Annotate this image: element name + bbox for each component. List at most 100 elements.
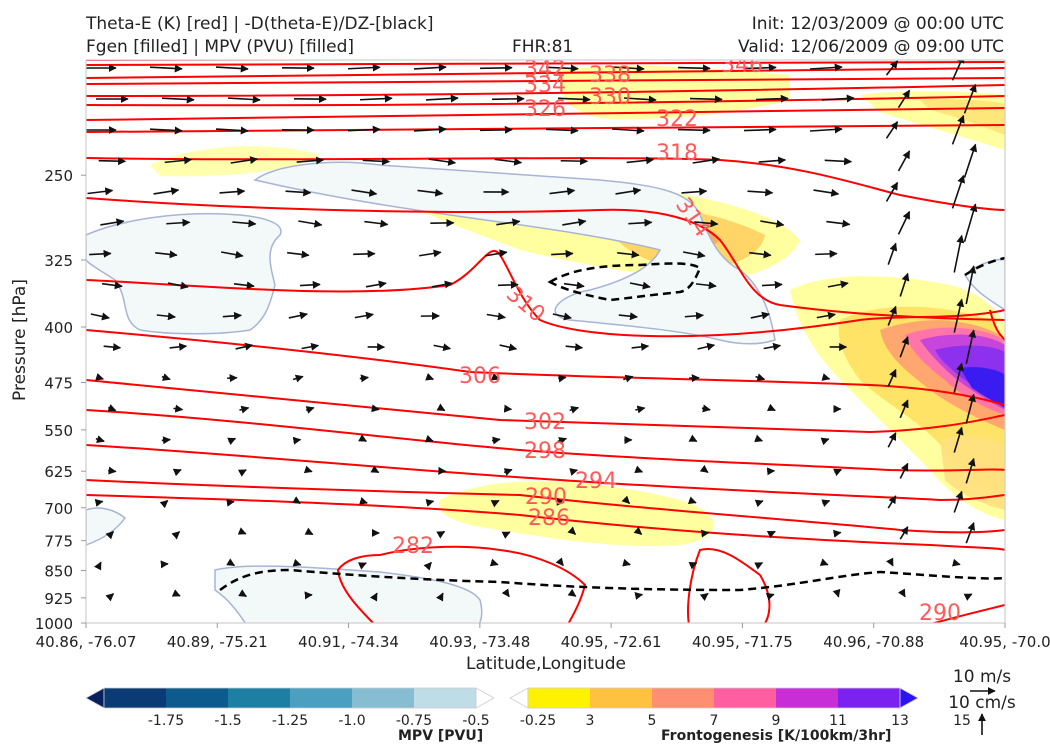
wind-arrow	[963, 83, 977, 114]
wind-arrow	[103, 343, 122, 352]
wind-arrow	[749, 250, 772, 259]
wind-arrow	[688, 562, 698, 570]
wind-arrow	[629, 281, 651, 290]
colorbar-tick-label: -0.5	[462, 713, 489, 729]
y-tick-label: 850	[44, 563, 73, 581]
colorbar-tick-label: 11	[829, 713, 847, 729]
colorbar-segment	[528, 688, 591, 708]
wind-arrow	[555, 557, 564, 567]
wind-arrow	[683, 250, 706, 259]
wind-arrow	[501, 588, 510, 598]
wind-arrow	[557, 95, 591, 104]
theta-e-label: 290	[919, 601, 961, 626]
wind-arrow	[557, 437, 568, 445]
mpv-region-upper	[253, 161, 776, 345]
wind-arrow	[292, 374, 304, 383]
theta-e-298	[86, 409, 1005, 472]
theta-e-label: 322	[656, 107, 698, 132]
colorbar-tick-label: 3	[586, 713, 595, 729]
wind-arrow	[755, 373, 766, 382]
fgen-colorbar: 3 5 7 9 11 13 15	[509, 687, 971, 729]
wind-arrow	[479, 63, 513, 72]
wind-arrow	[215, 64, 249, 73]
wind-arrow	[166, 218, 191, 227]
wind-arrow	[743, 125, 777, 134]
wind-arrow	[161, 436, 171, 445]
theta-e-318	[86, 157, 1005, 211]
wind-arrow	[815, 249, 838, 258]
wind-arrow	[222, 311, 242, 320]
wind-arrow	[503, 404, 513, 413]
wind-arrow	[551, 249, 574, 258]
wind-arrow	[963, 593, 973, 601]
wind-reference: 10 m/s 10 cm/s	[948, 667, 1016, 735]
wind-arrow	[545, 126, 579, 135]
wind-arrow	[501, 531, 511, 539]
wind-arrow	[887, 495, 897, 509]
wind-arrow	[347, 63, 381, 72]
wind-arrow	[359, 94, 393, 103]
wind-arrow	[227, 437, 237, 446]
wind-arrow	[965, 393, 976, 424]
fgen-lower-band	[438, 481, 714, 546]
wind-arrow	[227, 95, 261, 104]
wind-arrow	[425, 94, 459, 103]
theta-e-label: 338	[589, 63, 631, 88]
forecast-hour: FHR:81	[512, 37, 574, 57]
wind-arrow	[965, 522, 976, 544]
wind-arrow	[819, 558, 829, 566]
wind-arrow	[820, 437, 830, 446]
wind-arrow	[169, 342, 188, 351]
theta-e-label: 330	[589, 85, 631, 110]
theta-e-290-low	[930, 604, 1005, 623]
wind-arrow	[677, 64, 711, 73]
title-line-1: Theta-E (K) [red] | -D(theta-E)/DZ-[blac…	[86, 14, 434, 34]
wind-arrow	[503, 468, 513, 476]
theta-e-label: 290	[525, 485, 567, 510]
wind-arrow	[490, 499, 500, 508]
wind-arrow	[496, 218, 521, 227]
wind-arrow	[766, 403, 776, 412]
wind-arrow	[89, 249, 112, 258]
theta-e-330	[86, 84, 1005, 97]
wind-arrow	[699, 464, 709, 474]
wind-arrow	[105, 593, 115, 602]
colorbar-extend-right	[899, 687, 919, 709]
wind-arrow	[292, 558, 302, 567]
y-tick-label: 925	[44, 590, 73, 608]
colorbar-segment	[166, 688, 229, 708]
wind-arrow	[886, 557, 894, 567]
wind-arrow	[233, 281, 255, 290]
wind-arrow	[230, 156, 259, 165]
wind-arrow	[159, 499, 169, 509]
wind-arrow	[754, 434, 764, 443]
wind-arrow	[161, 373, 171, 381]
wind-arrow	[897, 588, 906, 598]
theta-e-314	[86, 197, 1005, 321]
wind-arrow	[700, 529, 710, 538]
wind-arrow	[899, 272, 910, 297]
wind-arrow	[490, 372, 500, 381]
theta-e-label: 298	[524, 439, 566, 464]
wind-arrow	[232, 219, 257, 228]
y-tick-label: 400	[44, 319, 73, 337]
colorbar-tick-label: -0.75	[396, 713, 432, 729]
wind-arrow	[172, 468, 182, 477]
wind-arrow	[364, 219, 389, 228]
x-tick-label: 40.93, -73.48	[429, 633, 530, 651]
wind-arrow	[370, 592, 378, 602]
colorbar-segment	[104, 688, 167, 708]
plot-frame	[85, 59, 1006, 624]
wind-arrow	[161, 95, 195, 104]
wind-arrow	[171, 531, 181, 540]
wind-arrow	[887, 305, 897, 326]
wind-arrow	[963, 143, 978, 178]
wind-arrow	[149, 64, 183, 73]
x-tick-label: 40.95, -71.75	[692, 633, 793, 651]
theta-e-label: 286	[528, 506, 570, 531]
y-tick-label: 550	[44, 422, 73, 440]
wind-arrow	[701, 404, 711, 413]
x-axis-label: Latitude,Longitude	[466, 654, 626, 674]
wind-arrow	[899, 336, 910, 358]
